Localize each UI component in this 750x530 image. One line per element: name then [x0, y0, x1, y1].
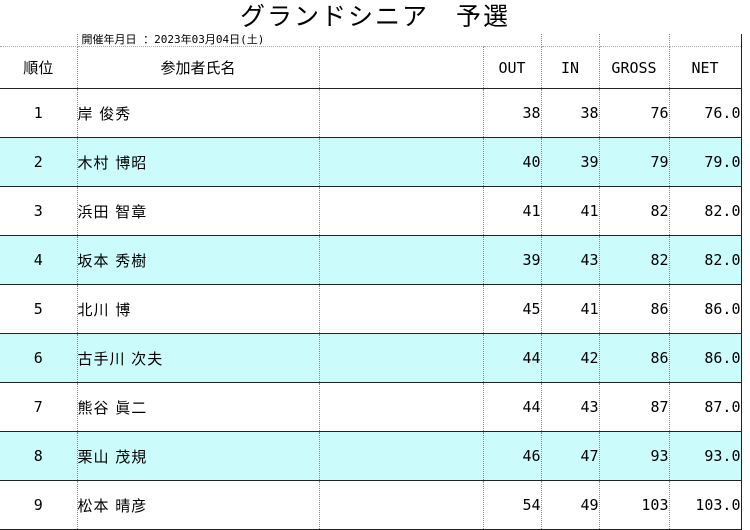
blank-cell	[319, 480, 484, 530]
in-cell: 41	[541, 284, 600, 334]
name-cell: 坂本 秀樹	[77, 235, 320, 285]
out-cell: 38	[483, 88, 542, 138]
rank-cell: 9	[0, 480, 78, 530]
blank-cell	[319, 431, 484, 481]
date-spacer-cell	[541, 34, 600, 47]
out-cell: 46	[483, 431, 542, 481]
date-spacer-cell	[669, 34, 742, 47]
out-cell: 39	[483, 235, 542, 285]
blank-cell	[319, 333, 484, 383]
rank-cell: 1	[0, 88, 78, 138]
blank-cell	[319, 137, 484, 187]
rank-cell: 7	[0, 382, 78, 432]
rank-cell: 6	[0, 333, 78, 383]
net-cell: 82.0	[669, 186, 742, 236]
in-cell: 38	[541, 88, 600, 138]
table-row: 9 松本 晴彦 54 49 103 103.0	[0, 480, 742, 530]
table-row: 2 木村 博昭 40 39 79 79.0	[0, 137, 742, 187]
gross-cell: 86	[599, 333, 670, 383]
net-cell: 79.0	[669, 137, 742, 187]
table-row: 8 栗山 茂規 46 47 93 93.0	[0, 431, 742, 481]
blank-cell	[319, 235, 484, 285]
name-cell: 栗山 茂規	[77, 431, 320, 481]
out-cell: 54	[483, 480, 542, 530]
blank-cell	[319, 88, 484, 138]
header-name: 参加者氏名	[77, 46, 320, 89]
gross-cell: 87	[599, 382, 670, 432]
net-cell: 103.0	[669, 480, 742, 530]
name-cell: 熊谷 眞二	[77, 382, 320, 432]
blank-cell	[319, 382, 484, 432]
date-spacer-cell	[483, 34, 542, 47]
rank-cell: 2	[0, 137, 78, 187]
rank-cell: 3	[0, 186, 78, 236]
date-spacer-cell	[0, 34, 78, 47]
in-cell: 39	[541, 137, 600, 187]
in-cell: 49	[541, 480, 600, 530]
header-row: 順位 参加者氏名 OUT IN GROSS NET	[0, 46, 742, 89]
table-row: 5 北川 博 45 41 86 86.0	[0, 284, 742, 334]
table-row: 4 坂本 秀樹 39 43 82 82.0	[0, 235, 742, 285]
out-cell: 41	[483, 186, 542, 236]
header-gross: GROSS	[599, 46, 670, 89]
blank-cell	[319, 284, 484, 334]
gross-cell: 93	[599, 431, 670, 481]
page-title: グランドシニア 予選	[239, 2, 510, 31]
date-row: 開催年月日 ：2023年03月04日(土)	[0, 34, 742, 47]
table-row: 7 熊谷 眞二 44 43 87 87.0	[0, 382, 742, 432]
rank-cell: 8	[0, 431, 78, 481]
name-cell: 岸 俊秀	[77, 88, 320, 138]
gross-cell: 79	[599, 137, 670, 187]
in-cell: 41	[541, 186, 600, 236]
date-spacer-cell	[599, 34, 670, 47]
header-blank	[319, 46, 484, 89]
net-cell: 93.0	[669, 431, 742, 481]
out-cell: 44	[483, 333, 542, 383]
gross-cell: 86	[599, 284, 670, 334]
table-row: 6 古手川 次夫 44 42 86 86.0	[0, 333, 742, 383]
header-in: IN	[541, 46, 600, 89]
gross-cell: 103	[599, 480, 670, 530]
net-cell: 76.0	[669, 88, 742, 138]
net-cell: 86.0	[669, 333, 742, 383]
net-cell: 82.0	[669, 235, 742, 285]
rank-cell: 5	[0, 284, 78, 334]
out-cell: 40	[483, 137, 542, 187]
header-out: OUT	[483, 46, 542, 89]
out-cell: 44	[483, 382, 542, 432]
gross-cell: 82	[599, 235, 670, 285]
name-cell: 古手川 次夫	[77, 333, 320, 383]
rank-cell: 4	[0, 235, 78, 285]
gross-cell: 76	[599, 88, 670, 138]
in-cell: 43	[541, 235, 600, 285]
out-cell: 45	[483, 284, 542, 334]
table-row: 3 浜田 智章 41 41 82 82.0	[0, 186, 742, 236]
gross-cell: 82	[599, 186, 670, 236]
in-cell: 47	[541, 431, 600, 481]
name-cell: 木村 博昭	[77, 137, 320, 187]
header-rank: 順位	[0, 46, 78, 89]
results-table: 開催年月日 ：2023年03月04日(土) 順位 参加者氏名 OUT IN GR…	[0, 34, 742, 530]
net-cell: 87.0	[669, 382, 742, 432]
event-date: 開催年月日 ：2023年03月04日(土)	[77, 34, 483, 47]
name-cell: 松本 晴彦	[77, 480, 320, 530]
name-cell: 北川 博	[77, 284, 320, 334]
net-cell: 86.0	[669, 284, 742, 334]
in-cell: 42	[541, 333, 600, 383]
in-cell: 43	[541, 382, 600, 432]
name-cell: 浜田 智章	[77, 186, 320, 236]
blank-cell	[319, 186, 484, 236]
header-net: NET	[669, 46, 742, 89]
